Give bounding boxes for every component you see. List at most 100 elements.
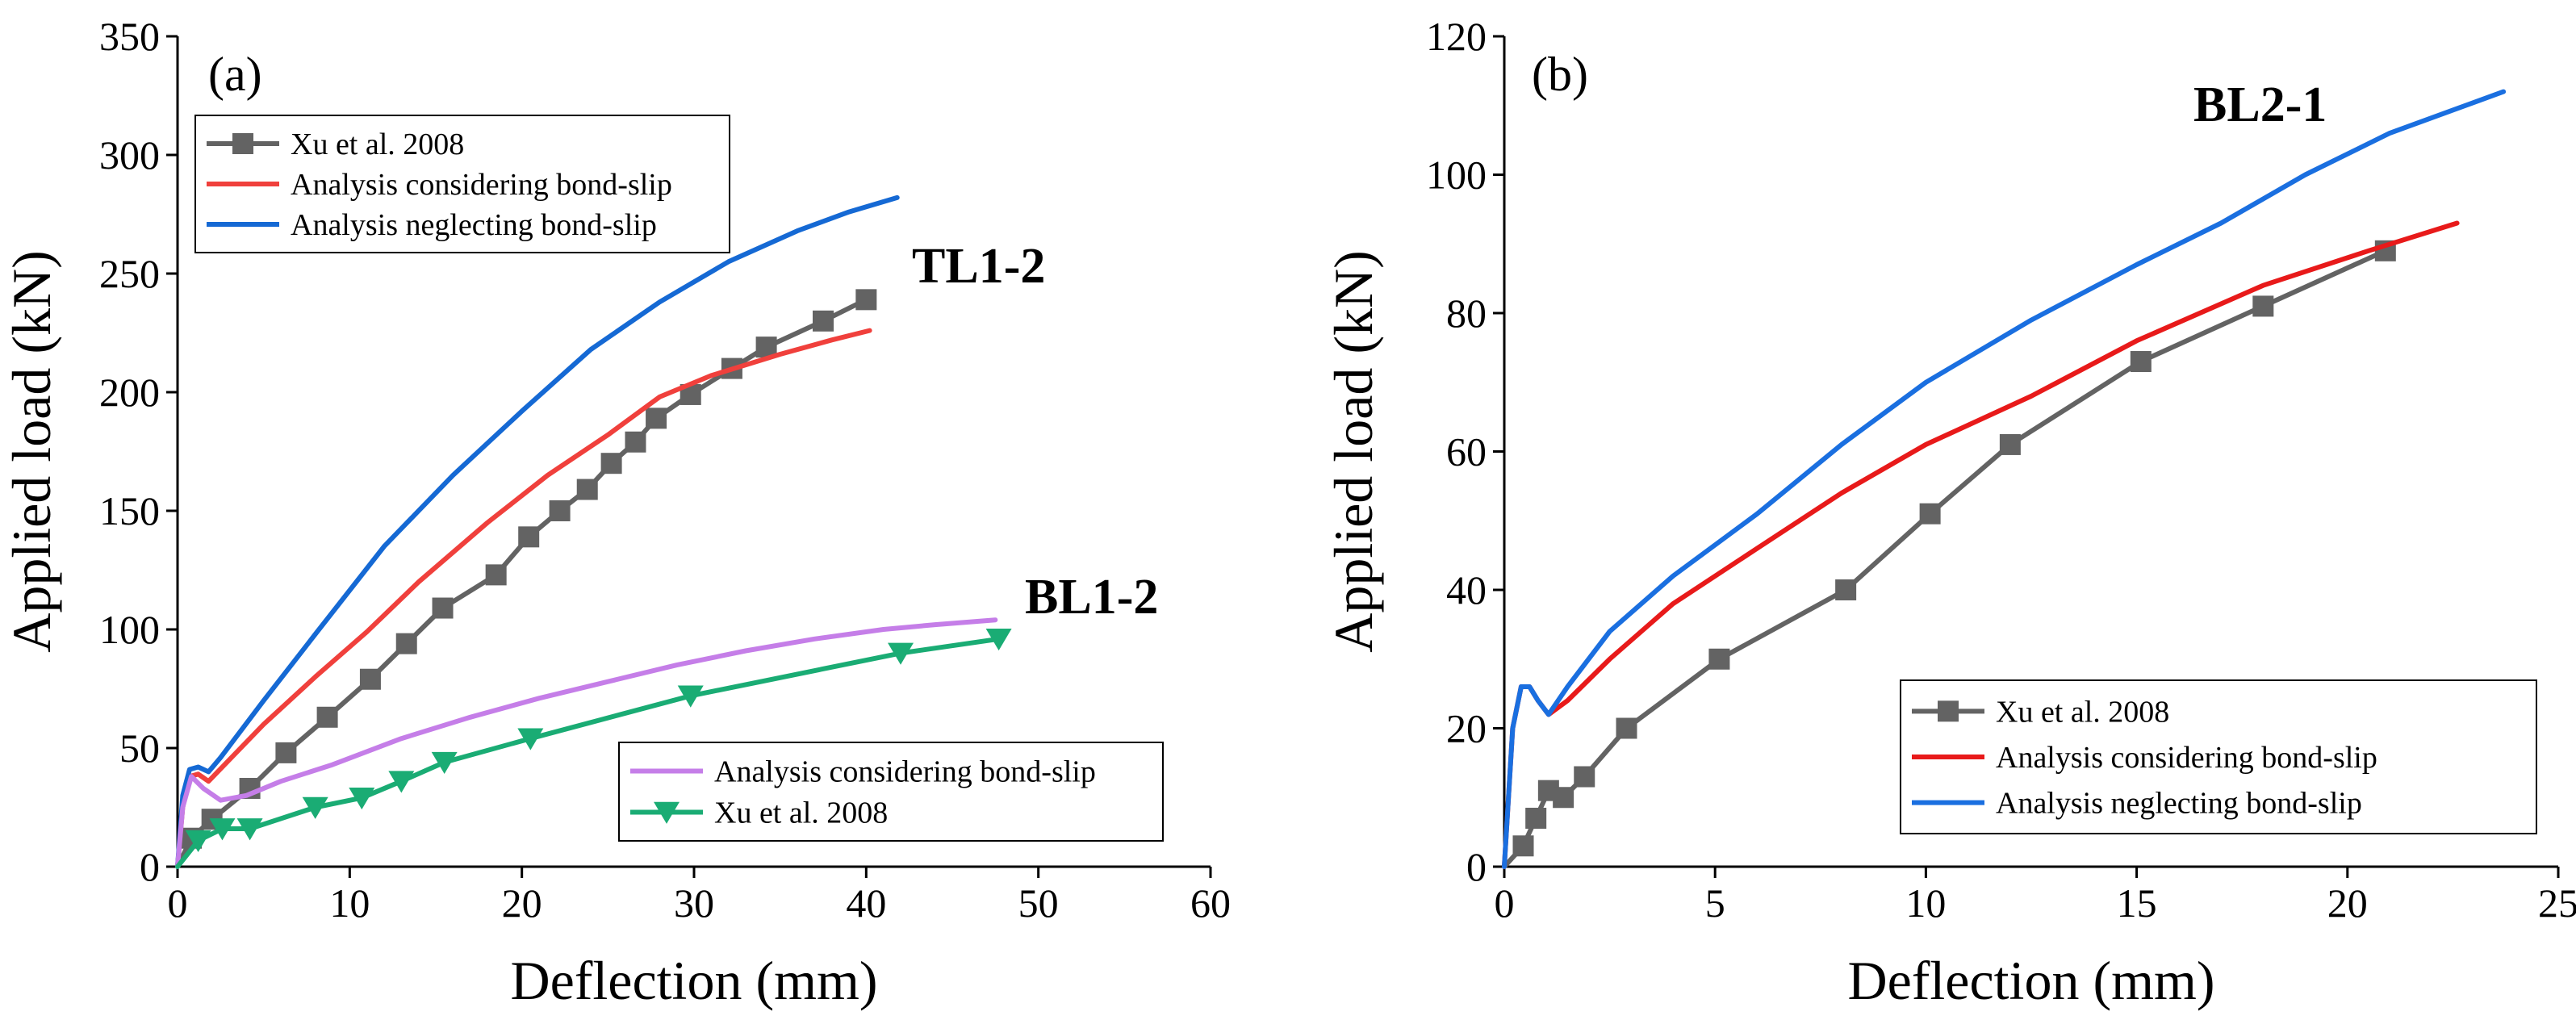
data-point <box>1616 717 1637 739</box>
data-point <box>349 787 375 810</box>
legend-entry: Xu et al. 2008 <box>1996 695 2169 729</box>
data-point <box>2130 351 2152 373</box>
series-bl_bond <box>175 617 998 869</box>
panel-letter: (a) <box>208 48 262 101</box>
chart-panel-b: 0 5 10 15 20 25 0 20 40 60 80 100 120 Deflection (mm)… <box>1323 14 2576 1011</box>
panel-letter: (b) <box>1532 48 1588 101</box>
annotation-bl1-2: BL1-2 <box>1025 570 1158 625</box>
y-tick-label: 60 <box>1446 429 1487 474</box>
x-tick-label: 40 <box>846 880 886 926</box>
data-point <box>855 289 877 311</box>
y-axis-label: Applied load (kN) <box>1323 250 1384 653</box>
series-bl_xu <box>175 628 1012 869</box>
legend-entry: Xu et al. 2008 <box>714 796 888 830</box>
data-point <box>1525 807 1547 829</box>
x-tick-label: 0 <box>1495 880 1515 926</box>
series-b_xu <box>1502 240 2396 869</box>
data-point <box>395 633 417 654</box>
data-point <box>316 706 338 728</box>
x-tick-label: 0 <box>168 880 188 926</box>
x-tick-label: 15 <box>2117 880 2157 926</box>
legend-marker <box>654 801 680 824</box>
data-point <box>275 742 297 763</box>
y-tick-label: 250 <box>99 251 160 296</box>
legend-box <box>1900 679 2537 834</box>
data-point <box>432 597 454 619</box>
x-tick-label: 25 <box>2538 880 2576 926</box>
x-tick-label: 20 <box>502 880 542 926</box>
data-point <box>600 453 622 474</box>
y-tick-label: 100 <box>1426 153 1487 198</box>
data-point <box>209 818 236 841</box>
legend-entry: Analysis neglecting bond-slip <box>1996 787 2362 821</box>
data-point <box>625 431 646 453</box>
x-tick-label: 50 <box>1018 880 1059 926</box>
y-axis: 0 20 40 60 80 100 120 <box>1426 14 1504 889</box>
legend-entry: Analysis neglecting bond-slip <box>291 208 657 242</box>
x-tick-label: 30 <box>674 880 714 926</box>
legend: Xu et al. 2008 Analysis considering bond-… <box>1900 679 2537 834</box>
data-point <box>485 564 507 586</box>
data-point <box>388 771 415 793</box>
y-tick-label: 350 <box>99 14 160 59</box>
chart-panel-a: 0 10 20 30 40 50 60 0 50 100 150 200 250 300 350 Deflec… <box>1 14 1231 1011</box>
data-point <box>1835 579 1857 600</box>
series-line-tl_bond <box>175 328 872 869</box>
y-tick-label: 80 <box>1446 291 1487 336</box>
series-tl_neglect <box>175 194 900 869</box>
x-axis: 0 10 20 30 40 50 60 <box>168 867 1231 926</box>
y-tick-label: 200 <box>99 370 160 415</box>
x-tick-label: 20 <box>2327 880 2368 926</box>
x-tick-label: 5 <box>1705 880 1725 926</box>
y-tick-label: 20 <box>1446 706 1487 751</box>
data-point <box>518 526 540 548</box>
data-point <box>517 728 544 750</box>
y-tick-label: 0 <box>1466 844 1487 889</box>
legend-entry: Analysis considering bond-slip <box>714 755 1096 789</box>
y-tick-label: 0 <box>140 844 160 889</box>
series-b_neglect <box>1502 89 2507 869</box>
y-tick-label: 300 <box>99 132 160 178</box>
data-point <box>677 685 704 708</box>
series-line-bl_bond <box>175 617 998 869</box>
data-point <box>302 796 328 819</box>
data-point <box>236 818 263 841</box>
data-point <box>1919 503 1941 525</box>
series-line-tl_neglect <box>175 194 900 869</box>
legend-box <box>194 115 730 253</box>
data-point <box>813 310 834 332</box>
data-point <box>431 751 458 775</box>
x-axis: 0 5 10 15 20 25 <box>1495 867 2576 926</box>
data-point <box>1574 766 1595 788</box>
x-axis-label: Deflection (mm) <box>510 950 877 1011</box>
y-tick-label: 150 <box>99 488 160 533</box>
legend-entry: Analysis considering bond-slip <box>291 168 672 202</box>
data-point <box>576 479 598 500</box>
legend-box <box>618 742 1164 842</box>
y-tick-label: 120 <box>1426 14 1487 59</box>
y-tick-label: 40 <box>1446 567 1487 612</box>
data-point <box>1553 787 1574 809</box>
data-point <box>185 830 211 853</box>
x-tick-label: 10 <box>329 880 370 926</box>
series-line-b_neglect <box>1502 89 2507 869</box>
data-point <box>646 408 667 429</box>
y-tick-label: 50 <box>119 725 160 771</box>
legend: Analysis considering bond-slip Xu et al. … <box>618 742 1164 842</box>
data-point <box>549 500 571 521</box>
legend-entry: Xu et al. 2008 <box>291 128 464 161</box>
y-tick-label: 100 <box>99 607 160 652</box>
y-axis-label: Applied load (kN) <box>1 250 62 653</box>
data-point <box>359 668 381 690</box>
legend-marker <box>1938 700 1959 722</box>
legend: Xu et al. 2008 Analysis considering bond-… <box>194 115 730 253</box>
data-point <box>1708 648 1730 670</box>
data-point <box>985 628 1012 651</box>
legend-entry: Analysis considering bond-slip <box>1996 741 2377 775</box>
annotation-tl1-2: TL1-2 <box>912 239 1045 294</box>
series-tl_bond <box>175 328 872 869</box>
data-point <box>1512 835 1534 857</box>
legend-marker <box>232 133 253 154</box>
x-tick-label: 60 <box>1190 880 1231 926</box>
data-point <box>2252 295 2274 317</box>
